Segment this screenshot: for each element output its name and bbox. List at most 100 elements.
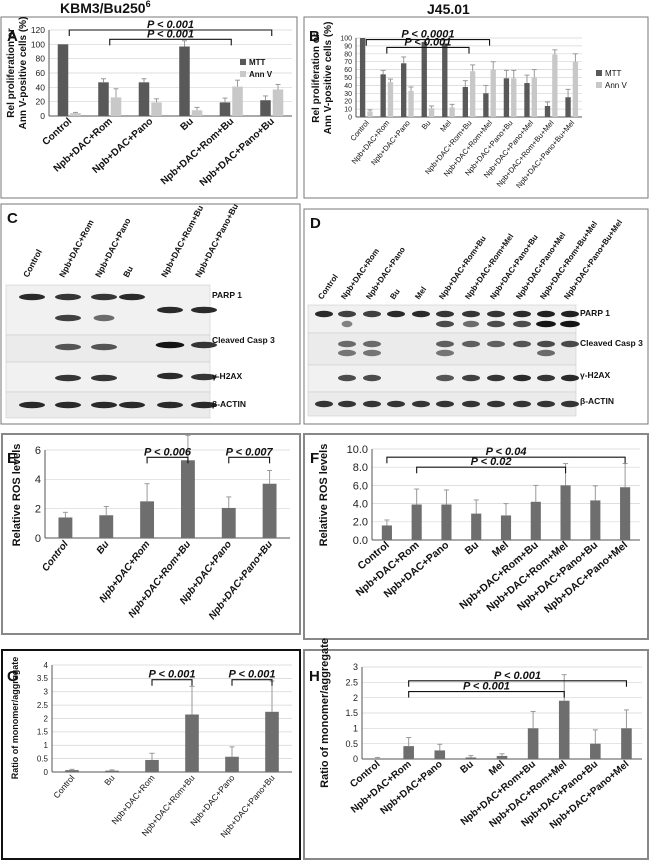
x-tick-label: Bu [420,119,433,132]
significance-bracket: P < 0.04 [386,446,626,464]
y-tick-label: 60 [344,67,352,74]
blot-band [387,310,405,318]
blot-band [436,349,454,357]
legend-label: MTT [249,58,266,67]
x-tick-label: Npb+DAC+Rom+Bu [159,116,236,187]
bar [262,483,277,538]
y-tick-label: 8.0 [353,462,368,474]
y-tick-label: 2 [44,714,49,723]
bar [530,501,541,540]
bar [527,728,539,759]
chart-H: H Ratio of monomer/aggregate 0 0.5 1 1.5 2 2.5 3… [309,638,642,831]
blot-band [436,374,454,382]
protein-label: γ-H2AX [212,371,243,381]
p-value-label: P < 0.04 [486,446,527,458]
legend-label: MTT [605,69,622,78]
bar [503,78,510,117]
protein-label: γ-H2AX [580,370,611,380]
protein-label: Cleaved Casp 3 [212,335,275,345]
lane-label: Npb+DAC+Rom+Bu [437,234,488,301]
blot-band [462,400,480,408]
protein-label: β-ACTIN [212,399,246,409]
bar [560,485,571,540]
blot-band [487,400,505,408]
bar [179,46,190,116]
bar [590,500,601,540]
bar [524,83,530,117]
y-tick-label: 6 [35,445,41,457]
blot-band [363,349,381,357]
blot-band [93,314,115,322]
blot-band [487,320,505,328]
significance-bracket: P < 0.001 [229,669,276,686]
bracket-line [151,679,193,686]
y-axis-label: Rel proliferation or [6,28,17,118]
panel-letter: A [7,28,18,45]
x-tick-label: Mel [490,539,511,559]
panel-letter: D [310,215,321,232]
blot-band [157,306,183,314]
blot-band [487,340,505,348]
p-value-label: P < 0.001 [147,28,194,40]
panel-letter: G [7,668,19,685]
bar [372,758,383,759]
protein-label: β-ACTIN [580,396,614,406]
legend-label: Ann V [249,70,273,79]
y-tick-label: 0.5 [345,739,358,749]
y-tick-label: 4 [35,474,41,486]
blot-band [191,306,217,314]
p-value-label: P < 0.007 [226,446,274,458]
blot-band [91,401,117,409]
blot-band [338,310,356,318]
bar [465,757,477,759]
y-tick-label: 4.0 [353,498,368,510]
title-left: KBM3/Bu2506 [60,0,151,16]
bar [57,44,69,117]
bar [232,86,243,116]
significance-bracket: P < 0.001 [408,670,627,687]
y-tick-label: 90 [344,43,352,50]
lane-label: Control [21,248,44,279]
y-tick-label: 20 [36,97,46,107]
blot-band [119,293,145,301]
lane-label: Npb+DAC+Pano+Bu [488,233,540,301]
lane-label: Bu [121,264,135,279]
y-tick-label: 30 [344,91,352,98]
legend-swatch [596,82,602,88]
blot-band [513,400,531,408]
blot-band [55,374,81,382]
blot-band [462,340,480,348]
bracket-line [386,46,470,54]
blot-band [537,310,555,318]
significance-bracket: P < 0.001 [408,681,565,698]
blot-band [487,310,505,318]
bracket-line [386,456,626,464]
y-tick-label: 60 [36,68,46,78]
panel-letter: E [7,450,17,467]
legend-swatch [596,70,602,76]
x-tick-label: Mel [438,118,453,133]
blot-band [363,374,381,382]
bar [401,63,407,117]
x-tick-label: Control [40,116,74,148]
blot-band [55,343,81,351]
blot-band [537,400,555,408]
protein-label: PARP 1 [212,290,242,300]
significance-bracket: P < 0.006 [144,446,192,464]
blot-band [436,340,454,348]
bar [565,97,571,117]
blot-band [19,293,45,301]
y-axis-label: Ratio of monomer/aggregate [319,638,331,788]
bar [408,90,414,117]
y-axis-label: Ann V-positive cells (%) [18,17,29,130]
y-tick-label: 2 [353,693,358,703]
bar [411,504,422,540]
bracket-line [228,456,271,464]
blot-band [487,374,505,382]
blot-band [55,314,81,322]
bracket-line [231,679,273,686]
y-tick-label: 1.5 [37,728,49,737]
